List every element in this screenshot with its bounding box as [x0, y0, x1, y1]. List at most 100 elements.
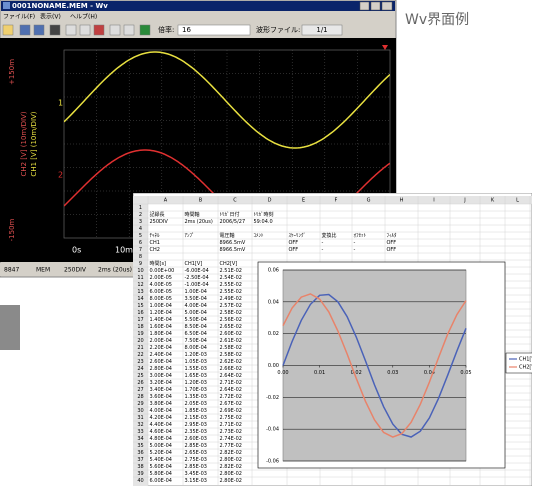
cell-text: 2.54E-02: [220, 275, 242, 281]
y-tick-label: -0.04: [266, 427, 279, 433]
x-tick-label: 0.05: [460, 370, 471, 376]
row-header: 5: [139, 233, 142, 239]
menu-item[interactable]: ファイル(F): [3, 14, 35, 21]
close-button[interactable]: [381, 1, 393, 11]
row-header: 36: [137, 450, 143, 456]
status-item: 8847: [4, 267, 19, 274]
cell-text: ｽｹｰﾘﾝｸﾞ: [289, 232, 307, 239]
cell-text: 2.60E-03: [185, 436, 207, 442]
menu-item[interactable]: 表示(V): [40, 13, 61, 21]
cell-text: 6.50E-04: [185, 331, 207, 337]
cell-text: 2006/5/27: [220, 219, 246, 225]
minimize-button[interactable]: [359, 1, 370, 11]
row-header: 9: [139, 261, 142, 267]
cell-text: 1.00E-04: [150, 303, 172, 309]
tool-button[interactable]: [49, 24, 61, 36]
cell-text: 2.51E-02: [220, 268, 242, 274]
ch1-wave: [64, 51, 390, 149]
cell-text: 2.58E-02: [220, 345, 242, 351]
cell-text: 時間軸: [185, 211, 200, 218]
cell-text: 2.49E-02: [220, 296, 242, 302]
tool-button[interactable]: [123, 24, 135, 36]
toolbar: 倍率: 16 波形ファイル: 1/1: [2, 24, 343, 36]
row-header: 1: [139, 205, 142, 211]
zoom-select[interactable]: [177, 24, 251, 36]
cell-text: 2.05E-03: [185, 401, 207, 407]
side-block: [0, 305, 20, 350]
column-header: B: [199, 198, 203, 204]
cell-text: 2.00E-04: [150, 338, 172, 344]
column-header: J: [463, 198, 465, 204]
cell-text: 6.00E-05: [150, 289, 172, 295]
tool-button[interactable]: [139, 24, 151, 36]
cell-text: 6.00E-04: [150, 478, 172, 484]
cell-text: 2.61E-02: [220, 338, 242, 344]
cell-text: OFF: [387, 240, 397, 246]
cell-text: 2.64E-02: [220, 387, 242, 393]
cell-text: 5.40E-04: [150, 457, 172, 463]
tool-button[interactable]: [33, 24, 45, 36]
cell-text: 2.58E-02: [220, 352, 242, 358]
cell-text: 3.20E-04: [150, 380, 172, 386]
cell-text: 2.65E-03: [185, 450, 207, 456]
tool-button[interactable]: [109, 24, 121, 36]
tool-button[interactable]: [2, 24, 14, 36]
column-header: F: [335, 198, 338, 204]
x-tick-label: 0.03: [387, 370, 398, 376]
row-header: 20: [137, 338, 143, 344]
tool-button[interactable]: [19, 24, 31, 36]
cell-text: -6.00E-04: [185, 268, 209, 274]
row-header: 16: [137, 310, 143, 316]
wv-titlebar: [1, 1, 395, 11]
trigger-marker: [382, 45, 388, 50]
cell-text: ｵﾌｾｯﾄ: [354, 233, 367, 239]
row-header: 27: [137, 387, 143, 393]
cell-text: 2.15E-03: [185, 415, 207, 421]
x-tick-label: 0.01: [314, 370, 325, 376]
cell-text: 5.00E-04: [185, 310, 207, 316]
cell-text: 2ms (20us): [185, 219, 213, 225]
maximize-button[interactable]: [370, 1, 381, 11]
cell-text: 3.15E-03: [185, 478, 207, 484]
row-header: 39: [137, 471, 143, 477]
column-header-bar: [133, 196, 532, 204]
cell-text: 1.70E-03: [185, 387, 207, 393]
tool-button[interactable]: [79, 24, 91, 36]
row-header: 13: [137, 289, 143, 295]
cell-text: ﾁｬﾈﾙ: [150, 233, 161, 239]
axis-top: +150m: [8, 59, 16, 85]
cell-text: 2.35E-03: [185, 429, 207, 435]
column-header: I: [433, 198, 434, 204]
cell-text: 2.73E-02: [220, 429, 242, 435]
cell-text: 3.45E-03: [185, 471, 207, 477]
cell-text: 5.20E-04: [150, 450, 172, 456]
tool-button[interactable]: [65, 24, 77, 36]
cell-text: 2.71E-02: [220, 380, 242, 386]
legend-label: CH1[V]: [519, 357, 537, 363]
cell-text: 1.40E-04: [150, 317, 172, 323]
row-header: 34: [137, 436, 143, 442]
cell-text: 1.85E-03: [185, 408, 207, 414]
row-header: 31: [137, 415, 143, 421]
cell-text: 2.80E-02: [220, 471, 242, 477]
status-item: 250DIV: [64, 267, 87, 274]
legend-label: CH2[V]: [519, 365, 537, 371]
y-tick-label: 0.04: [268, 299, 279, 305]
row-header: 22: [137, 352, 143, 358]
cell-text: 2.60E-04: [150, 359, 172, 365]
cell-text: 5.00E-04: [150, 443, 172, 449]
tool-button[interactable]: [93, 24, 105, 36]
cell-text: 2.80E-04: [150, 366, 172, 372]
cell-text: -2.50E-04: [185, 275, 209, 281]
file-page-box[interactable]: [301, 24, 343, 36]
cell-text: 4.00E-04: [150, 408, 172, 414]
cell-text: 3.60E-04: [150, 394, 172, 400]
cell-text: 2.58E-02: [220, 310, 242, 316]
row-header: 3: [139, 219, 142, 225]
row-header: 7: [139, 247, 142, 253]
menu-item[interactable]: ヘルプ(H): [70, 14, 97, 21]
ch1-axis-label: CH1 [V] (10m/DIV): [30, 111, 38, 176]
cell-text: 5.80E-04: [150, 471, 172, 477]
row-header: 33: [137, 429, 143, 435]
